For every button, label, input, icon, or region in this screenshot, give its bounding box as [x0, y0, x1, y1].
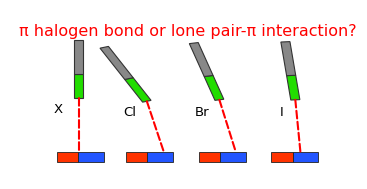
Bar: [272, 152, 292, 162]
Text: Cl: Cl: [123, 106, 136, 119]
Bar: [220, 152, 246, 162]
Bar: [126, 152, 148, 162]
Bar: [287, 75, 300, 100]
Bar: [199, 152, 220, 162]
Bar: [125, 78, 151, 102]
Bar: [292, 152, 318, 162]
Bar: [74, 74, 83, 98]
Text: X: X: [54, 104, 63, 116]
Bar: [74, 40, 83, 74]
Bar: [281, 42, 296, 76]
Text: Br: Br: [195, 106, 210, 119]
Bar: [57, 152, 78, 162]
Text: I: I: [280, 106, 284, 119]
Bar: [204, 75, 224, 100]
Bar: [148, 152, 173, 162]
Bar: [78, 152, 103, 162]
Bar: [189, 43, 213, 77]
Text: π halogen bond or lone pair-π interaction?: π halogen bond or lone pair-π interactio…: [19, 24, 357, 39]
Bar: [100, 46, 133, 79]
